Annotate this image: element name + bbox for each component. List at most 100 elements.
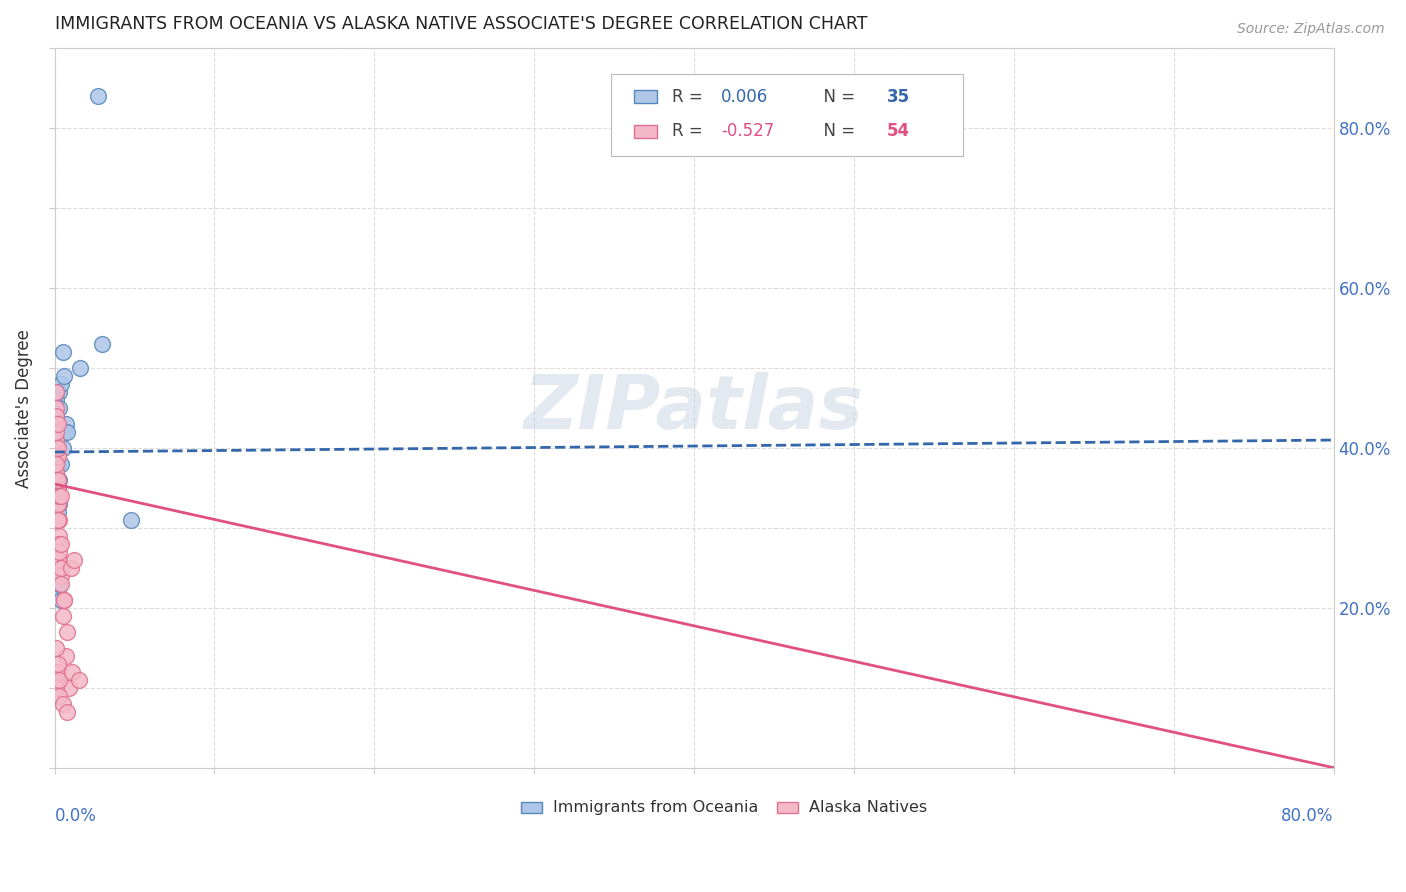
Point	[45, 409, 67, 423]
Point	[46, 489, 69, 503]
Point	[49, 569, 72, 583]
Text: N =: N =	[813, 87, 860, 105]
Point	[46, 449, 69, 463]
Point	[53, 369, 76, 384]
Point	[46, 505, 69, 519]
Point	[55, 417, 77, 431]
Point	[46, 457, 69, 471]
Point	[91, 337, 114, 351]
FancyBboxPatch shape	[522, 802, 541, 813]
Point	[53, 593, 76, 607]
Point	[49, 537, 72, 551]
Point	[48, 673, 70, 687]
Point	[46, 481, 69, 495]
Point	[48, 497, 70, 511]
Point	[48, 489, 70, 503]
Point	[48, 689, 70, 703]
Point	[45, 441, 67, 455]
Point	[49, 593, 72, 607]
FancyBboxPatch shape	[778, 802, 797, 813]
Point	[48, 545, 70, 559]
Point	[46, 585, 69, 599]
Text: Alaska Natives: Alaska Natives	[810, 800, 928, 814]
Point	[45, 433, 67, 447]
FancyBboxPatch shape	[634, 90, 657, 103]
Y-axis label: Associate's Degree: Associate's Degree	[15, 328, 32, 488]
Point	[45, 401, 67, 415]
Point	[49, 489, 72, 503]
Text: R =: R =	[672, 87, 709, 105]
Text: N =: N =	[813, 122, 860, 140]
Point	[45, 401, 67, 415]
Point	[45, 489, 67, 503]
Point	[53, 425, 76, 439]
Point	[48, 553, 70, 567]
Point	[46, 441, 69, 455]
Point	[53, 593, 76, 607]
Text: R =: R =	[672, 122, 709, 140]
Point	[86, 89, 108, 103]
Point	[46, 497, 69, 511]
Point	[45, 681, 67, 695]
Text: 35: 35	[887, 87, 910, 105]
Point	[51, 345, 73, 359]
Point	[62, 553, 84, 567]
Point	[120, 513, 142, 527]
FancyBboxPatch shape	[634, 125, 657, 137]
Text: 0.006: 0.006	[721, 87, 768, 105]
Text: -0.527: -0.527	[721, 122, 775, 140]
Point	[45, 393, 67, 408]
Point	[45, 409, 67, 423]
Point	[56, 705, 79, 719]
Point	[45, 473, 67, 487]
Text: 0.0%: 0.0%	[55, 807, 97, 825]
Point	[45, 433, 67, 447]
Point	[46, 417, 69, 431]
Point	[51, 441, 73, 455]
FancyBboxPatch shape	[612, 74, 963, 156]
Point	[45, 465, 67, 479]
Point	[46, 481, 69, 495]
Point	[49, 561, 72, 575]
Point	[46, 513, 69, 527]
Point	[45, 385, 67, 400]
Point	[45, 409, 67, 423]
Point	[67, 673, 90, 687]
Point	[48, 577, 70, 591]
Point	[55, 648, 77, 663]
Point	[58, 681, 80, 695]
Point	[45, 449, 67, 463]
Point	[46, 473, 69, 487]
Point	[46, 665, 69, 679]
Point	[48, 529, 70, 543]
Point	[45, 449, 67, 463]
Text: 80.0%: 80.0%	[1281, 807, 1334, 825]
Point	[48, 401, 70, 415]
Point	[45, 673, 67, 687]
Point	[49, 577, 72, 591]
Point	[46, 457, 69, 471]
Point	[56, 624, 79, 639]
Point	[69, 361, 91, 376]
Point	[46, 473, 69, 487]
Point	[45, 417, 67, 431]
Point	[45, 425, 67, 439]
Text: Immigrants from Oceania: Immigrants from Oceania	[554, 800, 759, 814]
Point	[46, 497, 69, 511]
Point	[51, 608, 73, 623]
Point	[48, 513, 70, 527]
Point	[48, 385, 70, 400]
Point	[45, 473, 67, 487]
Point	[51, 697, 73, 711]
Point	[45, 449, 67, 463]
Point	[46, 449, 69, 463]
Point	[46, 513, 69, 527]
Point	[45, 457, 67, 471]
Point	[45, 417, 67, 431]
Text: IMMIGRANTS FROM OCEANIA VS ALASKA NATIVE ASSOCIATE'S DEGREE CORRELATION CHART: IMMIGRANTS FROM OCEANIA VS ALASKA NATIVE…	[55, 15, 868, 33]
Point	[49, 377, 72, 392]
Point	[49, 457, 72, 471]
Point	[48, 537, 70, 551]
Point	[56, 425, 79, 439]
Point	[45, 465, 67, 479]
